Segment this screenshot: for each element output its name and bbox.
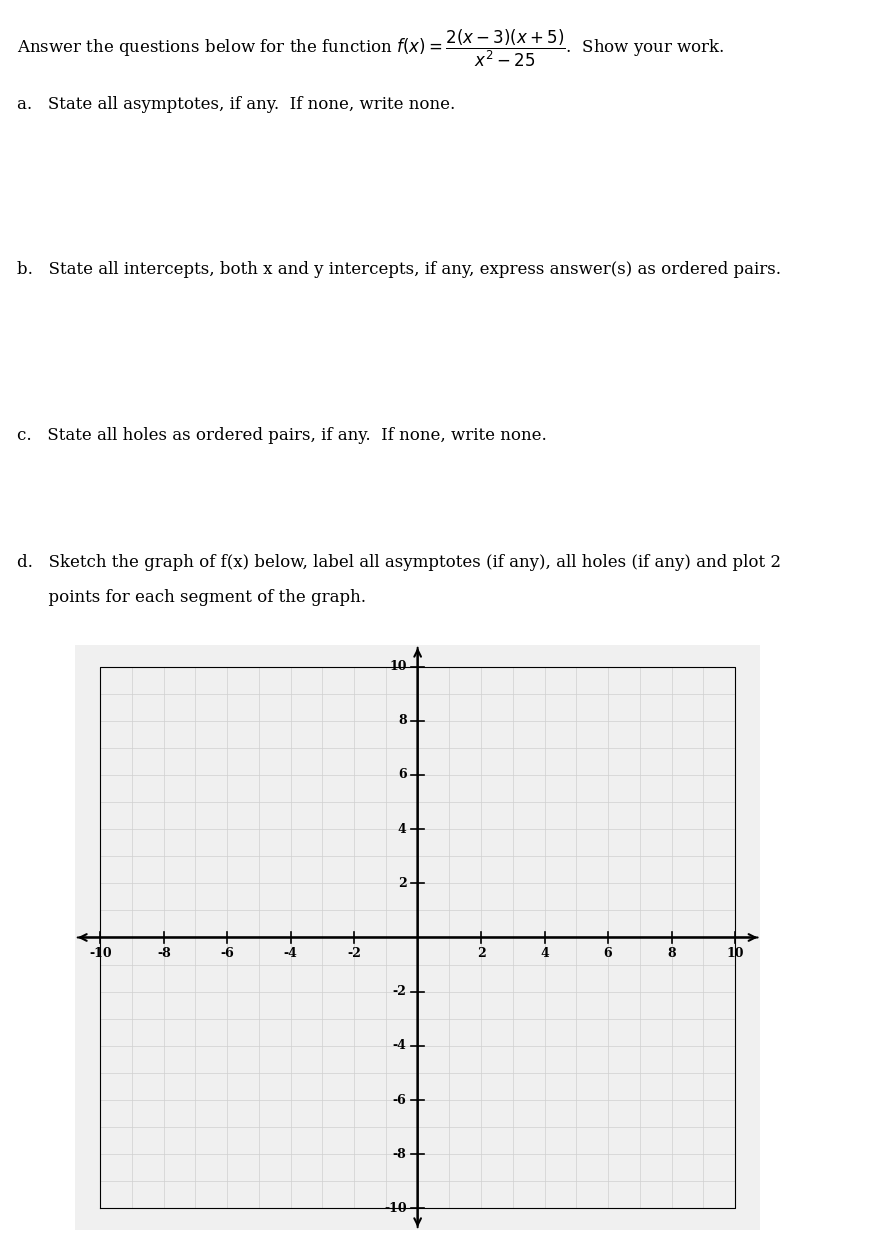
- Text: points for each segment of the graph.: points for each segment of the graph.: [17, 589, 367, 606]
- Text: b.   State all intercepts, both x and y intercepts, if any, express answer(s) as: b. State all intercepts, both x and y in…: [17, 261, 781, 279]
- Text: -6: -6: [393, 1093, 407, 1107]
- Text: 4: 4: [398, 823, 407, 835]
- Text: 2: 2: [398, 876, 407, 890]
- Text: 10: 10: [726, 947, 744, 960]
- Text: 6: 6: [604, 947, 612, 960]
- Text: d.   Sketch the graph of f(x) below, label all asymptotes (if any), all holes (i: d. Sketch the graph of f(x) below, label…: [17, 554, 781, 571]
- Text: -8: -8: [393, 1148, 407, 1160]
- Text: c.   State all holes as ordered pairs, if any.  If none, write none.: c. State all holes as ordered pairs, if …: [17, 427, 547, 444]
- Text: 2: 2: [476, 947, 485, 960]
- Text: -10: -10: [89, 947, 111, 960]
- Text: 10: 10: [389, 660, 407, 674]
- Text: -4: -4: [393, 1040, 407, 1052]
- Text: -4: -4: [284, 947, 298, 960]
- Text: -2: -2: [348, 947, 361, 960]
- Text: 4: 4: [540, 947, 549, 960]
- Text: 8: 8: [398, 715, 407, 727]
- Text: Answer the questions below for the function $f(x) = \dfrac{2(x-3)(x+5)}{x^2-25}$: Answer the questions below for the funct…: [17, 27, 725, 68]
- Text: -8: -8: [157, 947, 171, 960]
- Text: a.   State all asymptotes, if any.  If none, write none.: a. State all asymptotes, if any. If none…: [17, 96, 456, 113]
- Text: -6: -6: [220, 947, 234, 960]
- Text: 6: 6: [398, 768, 407, 782]
- Text: -10: -10: [384, 1201, 407, 1215]
- Text: -2: -2: [393, 985, 407, 998]
- Text: 8: 8: [667, 947, 676, 960]
